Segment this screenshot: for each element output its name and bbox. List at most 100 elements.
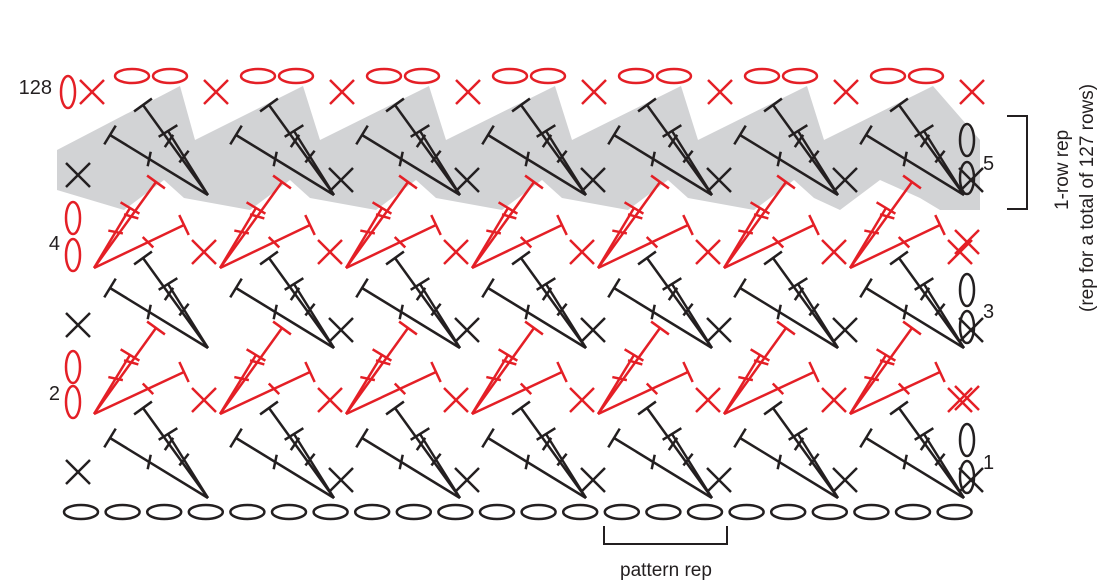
repeat-row-highlight — [57, 86, 980, 210]
double-crochet-stitch — [662, 124, 714, 196]
chain-stitch — [603, 503, 641, 521]
chain-stitch — [64, 349, 82, 385]
double-crochet-stitch — [849, 214, 946, 270]
chain-stitch — [811, 503, 849, 521]
row-label-1: 1 — [983, 452, 994, 474]
double-crochet-stitch — [218, 348, 267, 415]
chain-stitch — [529, 67, 567, 85]
double-crochet-stitch — [536, 277, 588, 349]
double-crochet-stitch — [229, 277, 335, 350]
stitch-symbols — [59, 67, 985, 521]
chain-stitch — [958, 272, 976, 308]
single-crochet-stitch — [329, 79, 355, 105]
double-crochet-stitch — [133, 400, 210, 499]
chain-stitch — [853, 503, 890, 521]
double-crochet-stitch — [607, 277, 713, 350]
double-crochet-stitch — [733, 277, 839, 350]
chain-stitch — [395, 503, 433, 521]
double-crochet-stitch — [722, 348, 771, 415]
chain-stitch — [64, 237, 82, 273]
double-crochet-stitch — [481, 427, 587, 500]
double-crochet-stitch — [410, 124, 462, 196]
single-crochet-stitch — [821, 387, 847, 413]
single-crochet-stitch — [695, 239, 721, 265]
chain-stitch — [728, 503, 765, 521]
single-crochet-stitch — [706, 467, 732, 493]
single-crochet-stitch — [443, 387, 469, 413]
chain-stitch — [958, 422, 976, 458]
double-crochet-stitch — [914, 427, 966, 499]
double-crochet-stitch — [92, 320, 166, 415]
single-crochet-stitch — [706, 317, 732, 343]
double-crochet-stitch — [259, 400, 336, 499]
single-crochet-stitch — [947, 387, 973, 413]
double-crochet-stitch — [637, 250, 714, 349]
pattern-rep-bracket — [603, 526, 728, 545]
double-crochet-stitch — [889, 400, 966, 499]
chain-stitch — [869, 67, 907, 85]
double-crochet-stitch — [344, 201, 393, 269]
single-crochet-stitch — [959, 79, 985, 105]
double-crochet-stitch — [536, 427, 588, 499]
single-crochet-stitch — [581, 79, 607, 105]
single-crochet-stitch — [832, 467, 858, 493]
double-crochet-stitch — [662, 277, 714, 349]
double-crochet-stitch — [597, 361, 694, 416]
single-crochet-stitch — [191, 239, 217, 265]
double-crochet-stitch — [345, 214, 442, 270]
single-crochet-stitch — [954, 385, 980, 411]
chain-stitch — [958, 160, 976, 196]
chain-stitch — [59, 74, 77, 110]
double-crochet-stitch — [103, 277, 209, 350]
chain-stitch — [145, 503, 183, 521]
single-crochet-stitch — [580, 467, 606, 493]
chain-stitch — [239, 67, 277, 85]
double-crochet-stitch — [219, 361, 316, 416]
chain-stitch — [229, 503, 266, 521]
single-crochet-stitch — [832, 167, 858, 193]
double-crochet-stitch — [470, 320, 544, 415]
row-label-3: 3 — [983, 301, 994, 323]
double-crochet-stitch — [733, 124, 839, 197]
chain-stitch — [686, 503, 724, 521]
highlight-band — [57, 86, 980, 210]
chain-stitch — [743, 67, 781, 85]
double-crochet-stitch — [410, 427, 462, 499]
chain-stitch — [277, 67, 315, 85]
single-crochet-stitch — [328, 167, 354, 193]
double-crochet-stitch — [284, 427, 336, 499]
single-crochet-stitch — [580, 167, 606, 193]
double-crochet-stitch — [722, 201, 771, 269]
single-crochet-stitch — [707, 79, 733, 105]
row-label-128: 128 — [19, 77, 52, 99]
single-crochet-stitch — [328, 467, 354, 493]
single-crochet-stitch — [454, 167, 480, 193]
chain-stitch — [907, 67, 945, 85]
single-crochet-stitch — [65, 312, 91, 338]
chain-stitch — [104, 503, 141, 521]
double-crochet-stitch — [511, 400, 588, 499]
double-crochet-stitch — [470, 201, 519, 269]
repeat-note-line2: (rep for a total of 127 rows) — [1077, 84, 1098, 312]
double-crochet-stitch — [355, 277, 461, 350]
double-crochet-stitch — [92, 201, 141, 269]
row-repeat-bracket — [1007, 115, 1028, 210]
double-crochet-stitch — [345, 361, 442, 416]
single-crochet-stitch — [79, 79, 105, 105]
chain-stitch — [958, 309, 976, 345]
chain-stitch — [64, 200, 82, 236]
single-crochet-stitch — [958, 167, 984, 193]
single-crochet-stitch — [454, 467, 480, 493]
single-crochet-stitch — [580, 317, 606, 343]
single-crochet-stitch — [832, 317, 858, 343]
repeat-note-line1: 1-row rep — [1052, 130, 1073, 210]
double-crochet-stitch — [229, 427, 335, 500]
double-crochet-stitch — [859, 124, 965, 197]
single-crochet-stitch — [191, 387, 217, 413]
double-crochet-stitch — [93, 214, 190, 270]
single-crochet-stitch — [203, 79, 229, 105]
double-crochet-stitch — [848, 348, 897, 415]
chain-stitch — [353, 503, 391, 521]
double-crochet-stitch — [914, 124, 966, 196]
